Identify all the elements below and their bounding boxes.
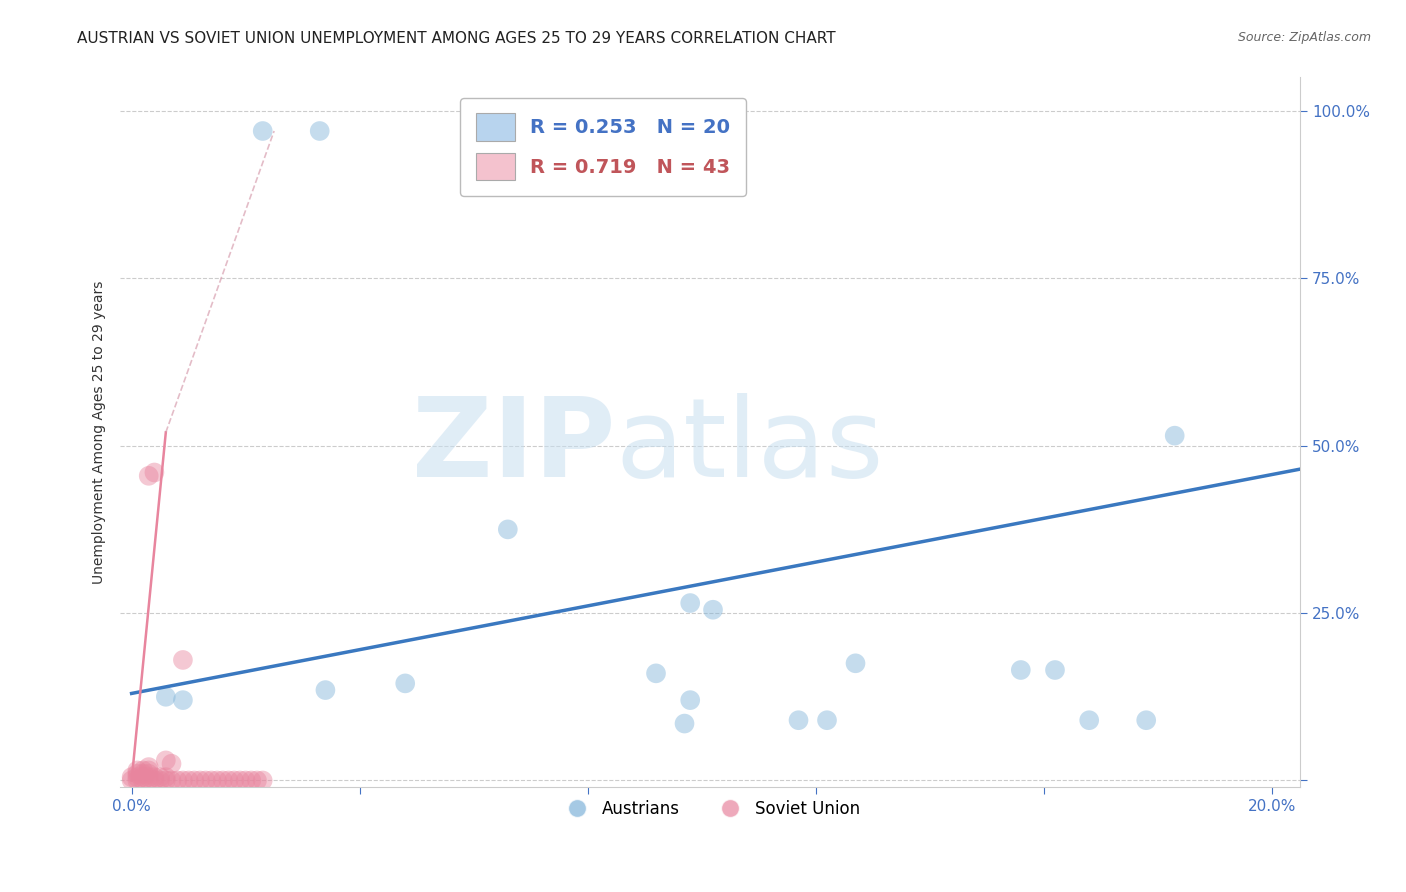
Point — [235, 773, 257, 788]
Point — [132, 766, 155, 780]
Point — [177, 773, 200, 788]
Point — [200, 773, 222, 788]
Point — [138, 764, 160, 778]
Point — [218, 773, 240, 788]
Point — [155, 773, 177, 788]
Point — [143, 466, 166, 480]
Point — [1135, 713, 1157, 727]
Point — [394, 676, 416, 690]
Point — [787, 713, 810, 727]
Point — [132, 770, 155, 784]
Point — [211, 773, 233, 788]
Point — [205, 773, 228, 788]
Text: Source: ZipAtlas.com: Source: ZipAtlas.com — [1237, 31, 1371, 45]
Point — [308, 124, 330, 138]
Point — [132, 773, 155, 788]
Point — [138, 468, 160, 483]
Point — [143, 773, 166, 788]
Point — [679, 596, 702, 610]
Point — [240, 773, 263, 788]
Point — [702, 603, 724, 617]
Point — [252, 773, 274, 788]
Point — [246, 773, 269, 788]
Point — [172, 693, 194, 707]
Point — [160, 756, 183, 771]
Point — [121, 770, 143, 784]
Point — [155, 690, 177, 704]
Point — [252, 124, 274, 138]
Point — [127, 770, 149, 784]
Point — [194, 773, 217, 788]
Point — [224, 773, 246, 788]
Point — [149, 770, 172, 784]
Point — [229, 773, 252, 788]
Text: AUSTRIAN VS SOVIET UNION UNEMPLOYMENT AMONG AGES 25 TO 29 YEARS CORRELATION CHAR: AUSTRIAN VS SOVIET UNION UNEMPLOYMENT AM… — [77, 31, 837, 46]
Point — [138, 760, 160, 774]
Point — [815, 713, 838, 727]
Point — [138, 770, 160, 784]
Point — [155, 753, 177, 767]
Legend: Austrians, Soviet Union: Austrians, Soviet Union — [554, 794, 866, 825]
Point — [314, 683, 336, 698]
Point — [183, 773, 205, 788]
Text: atlas: atlas — [616, 393, 884, 500]
Point — [1078, 713, 1101, 727]
Point — [1043, 663, 1066, 677]
Point — [645, 666, 668, 681]
Point — [143, 770, 166, 784]
Point — [844, 657, 866, 671]
Point — [166, 773, 188, 788]
Point — [127, 764, 149, 778]
Point — [160, 773, 183, 788]
Point — [138, 773, 160, 788]
Point — [1010, 663, 1032, 677]
Y-axis label: Unemployment Among Ages 25 to 29 years: Unemployment Among Ages 25 to 29 years — [93, 281, 107, 584]
Point — [1163, 428, 1185, 442]
Point — [172, 653, 194, 667]
Point — [121, 773, 143, 788]
Point — [127, 766, 149, 780]
Point — [172, 773, 194, 788]
Point — [149, 773, 172, 788]
Text: ZIP: ZIP — [412, 393, 616, 500]
Point — [496, 522, 519, 536]
Point — [132, 764, 155, 778]
Point — [188, 773, 211, 788]
Point — [127, 773, 149, 788]
Point — [673, 716, 696, 731]
Point — [155, 770, 177, 784]
Point — [679, 693, 702, 707]
Point — [138, 766, 160, 780]
